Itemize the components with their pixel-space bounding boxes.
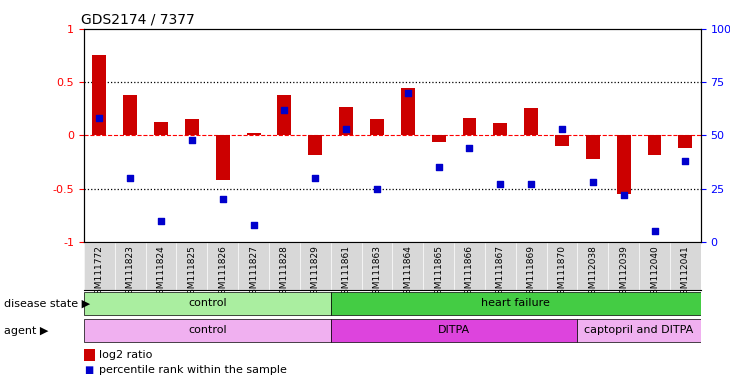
- Point: [649, 228, 661, 234]
- Text: GSM111826: GSM111826: [218, 245, 227, 300]
- Text: GSM111772: GSM111772: [95, 245, 104, 300]
- Point: [680, 158, 691, 164]
- Bar: [678, 136, 692, 148]
- Text: GSM111865: GSM111865: [434, 245, 443, 300]
- Bar: [84, 292, 331, 316]
- Text: GSM111823: GSM111823: [126, 245, 135, 300]
- Text: agent ▶: agent ▶: [4, 326, 48, 336]
- Bar: [123, 95, 137, 136]
- Text: GSM111864: GSM111864: [403, 245, 412, 300]
- Point: [310, 175, 321, 181]
- Point: [494, 181, 506, 187]
- Bar: [586, 136, 600, 159]
- Bar: [555, 136, 569, 146]
- Point: [124, 175, 136, 181]
- Text: percentile rank within the sample: percentile rank within the sample: [99, 365, 286, 375]
- Bar: [93, 55, 107, 136]
- Text: control: control: [188, 325, 226, 335]
- Text: GSM112038: GSM112038: [588, 245, 597, 300]
- Bar: [463, 118, 477, 136]
- Text: log2 ratio: log2 ratio: [99, 350, 152, 360]
- Point: [526, 181, 537, 187]
- Text: GSM112040: GSM112040: [650, 245, 659, 300]
- Point: [247, 222, 259, 228]
- Bar: [154, 121, 168, 136]
- Text: GSM111866: GSM111866: [465, 245, 474, 300]
- Point: [371, 185, 383, 192]
- Point: [556, 126, 568, 132]
- Text: DITPA: DITPA: [438, 325, 470, 335]
- Point: [587, 179, 599, 185]
- Bar: [370, 119, 384, 136]
- Text: GSM111863: GSM111863: [372, 245, 382, 300]
- Text: GSM111824: GSM111824: [156, 245, 166, 300]
- Bar: [493, 122, 507, 136]
- Point: [402, 90, 414, 96]
- Bar: [401, 88, 415, 136]
- Point: [618, 192, 629, 198]
- Bar: [339, 107, 353, 136]
- Bar: [277, 95, 291, 136]
- Bar: [577, 319, 701, 343]
- Bar: [331, 292, 701, 316]
- Text: GSM112039: GSM112039: [619, 245, 629, 300]
- Text: GSM111867: GSM111867: [496, 245, 505, 300]
- Bar: [308, 136, 322, 154]
- Bar: [331, 319, 577, 343]
- Bar: [216, 136, 230, 180]
- Point: [155, 217, 167, 223]
- Text: GSM111869: GSM111869: [526, 245, 536, 300]
- Text: GSM111827: GSM111827: [249, 245, 258, 300]
- Bar: [648, 136, 661, 154]
- Text: control: control: [188, 298, 226, 308]
- Text: ■: ■: [84, 365, 93, 375]
- Bar: [524, 108, 538, 136]
- Text: heart failure: heart failure: [481, 298, 550, 308]
- Point: [93, 115, 105, 121]
- Point: [464, 145, 475, 151]
- Text: GSM111861: GSM111861: [342, 245, 350, 300]
- Bar: [431, 136, 445, 142]
- Point: [340, 126, 352, 132]
- Point: [217, 196, 228, 202]
- Text: disease state ▶: disease state ▶: [4, 299, 90, 309]
- Point: [279, 107, 291, 113]
- Text: GSM112041: GSM112041: [681, 245, 690, 300]
- Bar: [84, 319, 331, 343]
- Bar: [617, 136, 631, 194]
- Text: GSM111829: GSM111829: [311, 245, 320, 300]
- Text: GSM111870: GSM111870: [558, 245, 566, 300]
- Text: GDS2174 / 7377: GDS2174 / 7377: [81, 12, 195, 26]
- Point: [433, 164, 445, 170]
- Point: [186, 137, 198, 143]
- Text: GSM111825: GSM111825: [188, 245, 196, 300]
- Text: GSM111828: GSM111828: [280, 245, 289, 300]
- Bar: [185, 119, 199, 136]
- Bar: [247, 133, 261, 136]
- Text: captopril and DITPA: captopril and DITPA: [585, 325, 694, 335]
